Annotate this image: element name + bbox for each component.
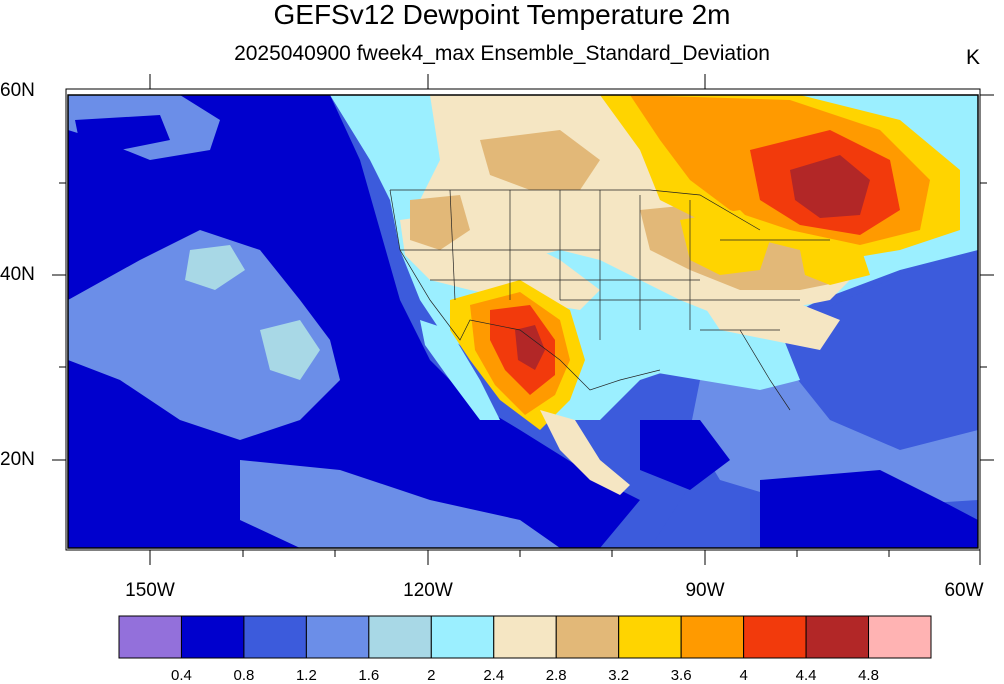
colorbar-tick-label: 2.4 [483,667,505,684]
outer-frame [65,88,981,551]
colorbar-tick-label: 3.2 [608,667,630,684]
chart-subtitle: 2025040900 fweek4_max Ensemble_Standard_… [234,42,770,65]
colorbar [118,615,932,659]
atlantic-light [690,370,978,510]
lat-label-40n: 40N [0,264,35,285]
units-label: K [966,46,981,69]
colorbar-tick-label: 4 [739,667,748,684]
colorbar-swatch [180,615,245,659]
lon-label-120w: 120W [403,580,453,601]
colorbar-swatch [868,615,932,659]
colorbar-swatch [368,615,432,659]
northeast-yellow [800,245,870,285]
colorbar-tick-label: 0.8 [233,667,255,684]
lat-label-20n: 20N [0,449,35,470]
north-pacific-deep [75,115,170,150]
pacific-light-patch [260,320,320,380]
colorbar-tick-label: 1.2 [295,667,317,684]
colorbar-swatch [243,615,307,659]
colorbar-swatch [680,615,745,659]
lat-label-60n: 60N [0,80,35,101]
plot-frame [67,94,979,549]
colorbar-tick-label: 4.8 [858,667,879,684]
lakes-orange [680,210,770,275]
colorbar-tick-label: 2 [427,667,436,684]
southwest-darkred [515,325,545,370]
pacific-low-region [68,95,640,548]
colorbar-tick-label: 2.8 [545,667,567,684]
lon-label-150w: 150W [125,580,175,601]
colorbar-tick-label: 4.4 [795,667,817,684]
colorbar-swatch [305,615,370,659]
southeast-tan [700,300,840,350]
colorbar-swatch [493,615,557,659]
mexico-tan-strip [540,410,630,495]
colorbar-tick-label: 3.6 [670,667,692,684]
quebec-darkred [790,155,870,218]
colorbar-swatch [555,615,620,659]
political-borders [389,189,830,411]
colorbar-swatch [118,615,182,659]
pacific-mid-band [68,230,340,440]
colorbar-swatch [430,615,495,659]
colorbar-tick-label: 0.4 [171,667,192,684]
colorbar-swatch [743,615,807,659]
colorbar-swatch [618,615,682,659]
baja-light [420,320,500,420]
west-brown [410,195,470,250]
gulf-deep [640,420,730,490]
lon-label-60w: 60W [944,580,984,601]
north-land-brown [480,130,600,190]
caribbean-deep [760,470,978,548]
axis-ticks [52,74,994,565]
lon-label-90w: 90W [685,580,725,601]
chart-title: GEFSv12 Dewpoint Temperature 2m [273,0,731,30]
colorbar-swatch [805,615,870,659]
pacific-mid-band-south [240,460,560,548]
colorbar-tick-label: 1.6 [358,667,380,684]
pacific-light-patch2 [185,245,245,290]
